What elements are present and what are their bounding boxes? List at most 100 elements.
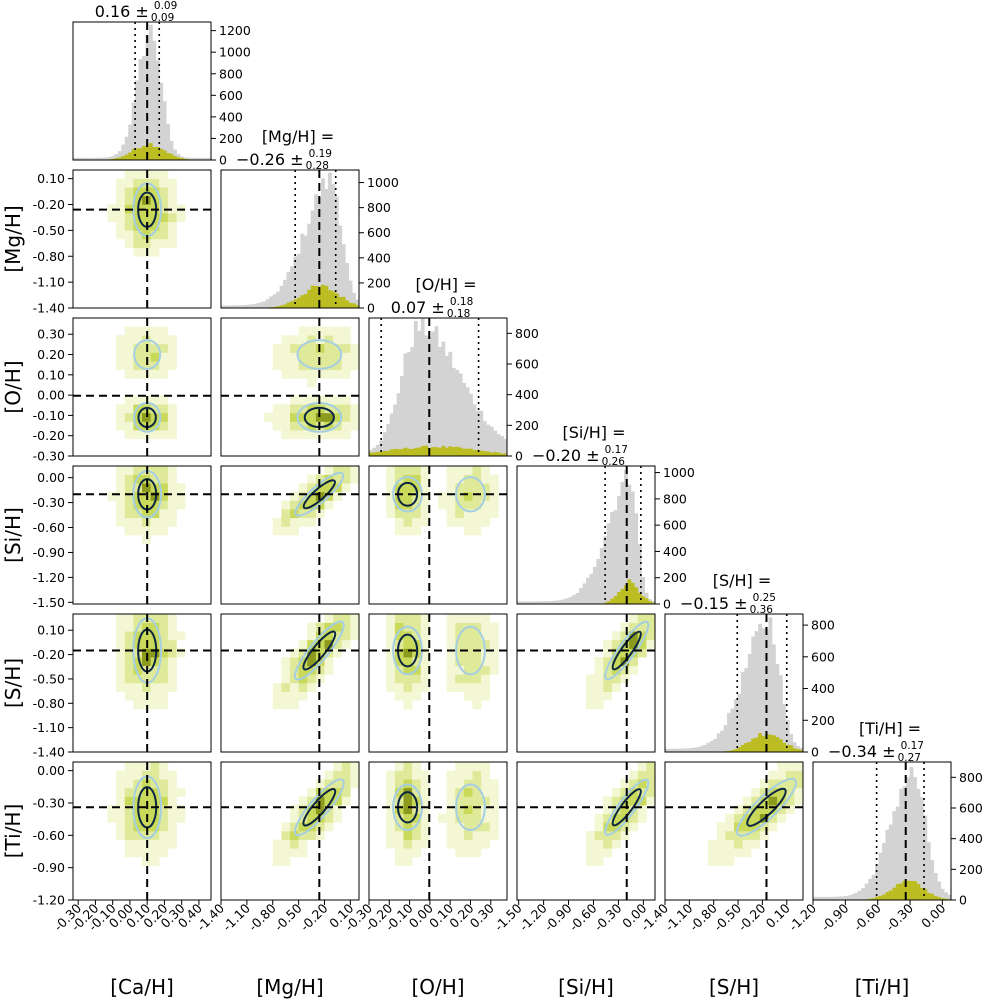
density-cell (463, 639, 473, 649)
density-cell (290, 822, 299, 832)
summary-title-prefix: [Ti/H] = (859, 719, 921, 738)
subset-bar (455, 446, 460, 456)
density-cell (446, 474, 456, 484)
density-cell (281, 683, 291, 692)
density-cell (159, 770, 169, 780)
density-cell (463, 762, 473, 771)
density-cell (386, 787, 396, 797)
density-cell (446, 796, 456, 806)
density-cell (463, 483, 473, 493)
density-cell (777, 787, 787, 797)
density-cell (341, 770, 351, 780)
density-cell (341, 762, 351, 771)
density-cell (150, 787, 160, 797)
density-cell (341, 326, 351, 336)
panel-frame (72, 169, 212, 309)
subset-bar (314, 285, 318, 308)
hist-bar (720, 730, 725, 752)
density-cell (124, 361, 134, 371)
subset-bar (424, 445, 429, 456)
density-cell (167, 822, 177, 832)
hist-bar (406, 352, 411, 456)
density-cell (324, 361, 334, 371)
hist-bar (224, 305, 229, 308)
density-cell (333, 770, 343, 780)
hist-bar (258, 302, 263, 308)
count-tick-label: 800 (219, 66, 243, 81)
density-cell (124, 683, 134, 692)
density-cell (315, 779, 325, 789)
hist-bar (737, 693, 742, 752)
density-cell (341, 483, 351, 493)
subset-bar (730, 750, 735, 752)
subset-bar (916, 883, 921, 900)
density-cell (290, 369, 299, 379)
hist-bar (486, 424, 491, 456)
density-cell (386, 614, 396, 623)
y-tick-label: 0.20 (37, 347, 65, 362)
density-cell (394, 848, 404, 858)
density-cell (420, 779, 430, 789)
density-cell (594, 848, 604, 858)
density-cell (455, 639, 465, 649)
density-cell (341, 343, 351, 353)
hist-bar (520, 601, 525, 604)
count-tick-label: 0 (959, 893, 967, 908)
hist-bar (765, 629, 769, 752)
density-cell (350, 631, 359, 641)
density-cell (116, 822, 126, 832)
density-cell (481, 517, 491, 527)
density-cell (611, 805, 621, 815)
density-cell (159, 483, 169, 493)
x-tick-label: -0.80 (245, 900, 279, 934)
contour-outer (296, 339, 343, 370)
density-cell (116, 657, 126, 667)
density-cell (403, 509, 413, 519)
density-cell (150, 848, 160, 858)
subset-bar (758, 733, 762, 752)
panel-frame (220, 613, 360, 753)
density-cell (124, 526, 134, 536)
density-cell (716, 848, 726, 858)
hist-bar (420, 318, 425, 456)
hist-bar (565, 598, 570, 604)
density-cell (455, 839, 465, 849)
density-cell (124, 796, 134, 806)
density-cell (324, 500, 334, 510)
subset-bar (868, 898, 873, 900)
density-cell (124, 674, 134, 684)
scatter-panel-0-4 (72, 613, 212, 753)
density-cell (281, 657, 291, 667)
density-cell (176, 805, 186, 815)
density-cell (324, 796, 334, 806)
count-tick-label: 800 (663, 491, 687, 506)
density-cell (167, 674, 177, 684)
density-cell (620, 805, 630, 815)
density-cell (489, 657, 499, 667)
density-cell (463, 517, 473, 527)
density-cell (307, 631, 317, 641)
density-cell (159, 230, 169, 240)
density-cell (142, 213, 151, 223)
density-cell (594, 839, 604, 849)
density-cell (386, 839, 396, 849)
subset-bar (651, 602, 656, 604)
density-cell (324, 335, 334, 345)
hist-bar (444, 355, 449, 456)
subset-bar (637, 592, 642, 604)
density-cell (133, 770, 143, 780)
subset-bar (279, 305, 284, 308)
contour-outer (604, 620, 650, 681)
density-cell (159, 430, 169, 440)
subset-bar (135, 148, 139, 160)
density-cell (420, 674, 430, 684)
density-cell (133, 178, 143, 188)
density-cell (307, 674, 317, 684)
summary-title: 0.16 ± 0.09 0.09 (95, 0, 178, 24)
density-cell (620, 648, 630, 658)
density-cell (412, 674, 422, 684)
density-cell (272, 352, 282, 362)
hist-bar (117, 151, 122, 160)
hist-bar (603, 536, 608, 604)
hist-bar (104, 157, 108, 160)
